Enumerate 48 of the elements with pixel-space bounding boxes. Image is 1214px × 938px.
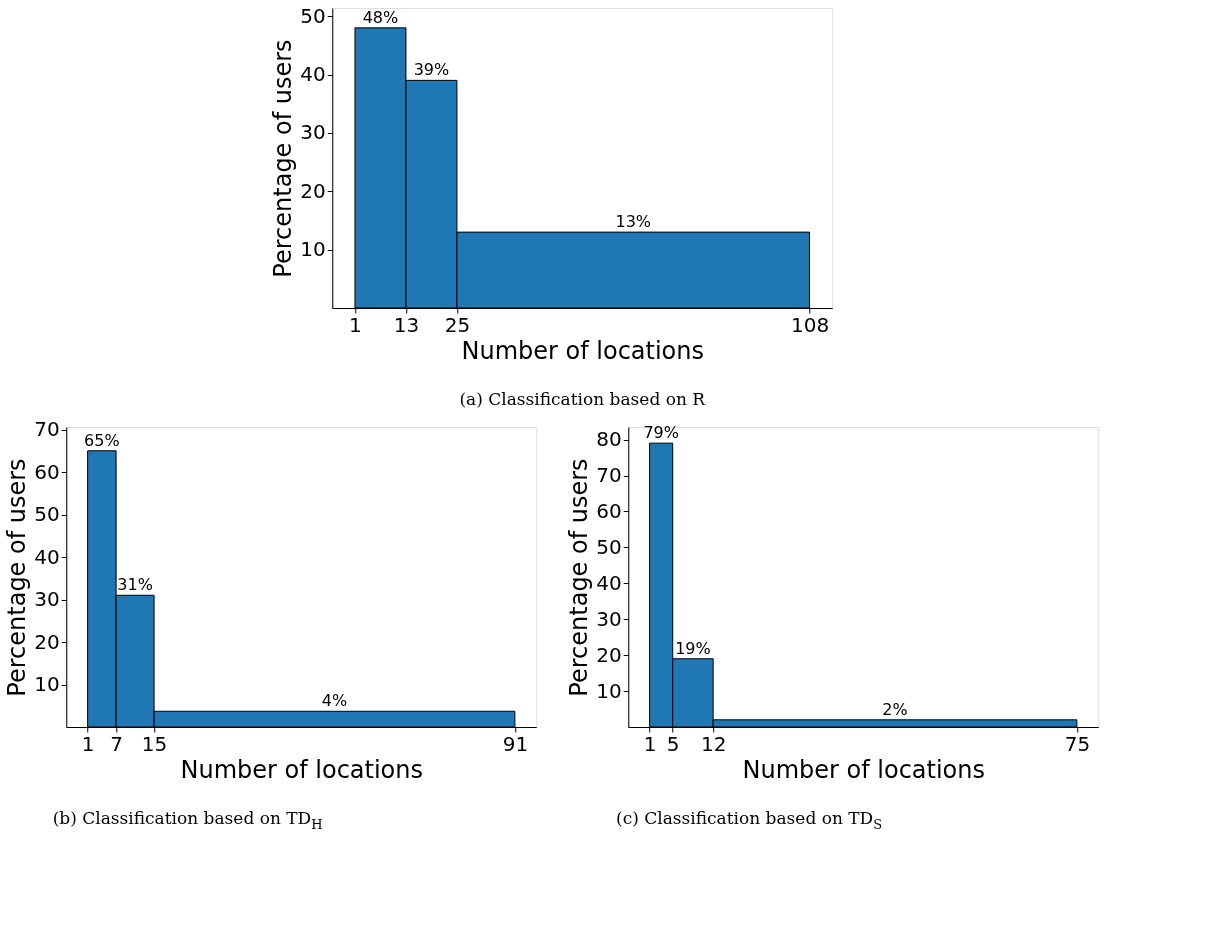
x-tick-label: 5 [666,731,680,756]
x-axis-title: Number of locations [180,755,424,784]
x-tick-label: 1 [643,731,657,756]
y-tick-label: 60 [34,459,60,484]
data-label: 31% [117,575,153,595]
data-label: 13% [615,212,652,232]
data-label: 2% [882,699,908,719]
y-tick-label: 10 [596,678,622,703]
y-tick-label: 10 [300,237,326,262]
y-tick-label: 20 [300,178,326,203]
y-tick-label: 70 [596,463,622,487]
y-tick-label: 30 [34,587,60,612]
y-axis-title: Percentage of users [269,39,298,278]
data-label: 19% [675,638,711,658]
y-tick-label: 20 [596,642,622,667]
data-label: 79% [643,423,679,443]
x-tick-label: 13 [393,312,420,337]
y-axis-title: Percentage of users [565,458,594,697]
x-tick-label: 15 [141,731,168,756]
y-tick-label: 30 [596,606,622,631]
x-tick-label: 75 [1064,731,1091,756]
x-tick-label: 12 [700,731,727,756]
data-label: 48% [362,7,399,27]
x-axis-title: Number of locations [461,336,705,365]
y-tick-label: 40 [596,570,622,595]
y-tick-label: 70 [34,417,60,442]
y-tick-label: 10 [34,672,60,697]
x-tick-label: 108 [790,312,830,337]
data-label: 65% [84,430,120,450]
y-tick-label: 40 [34,544,60,569]
y-tick-label: 60 [596,498,622,523]
data-label: 4% [321,691,348,711]
text: (a) Classification based on R [459,389,707,409]
y-tick-label: 50 [300,3,326,28]
x-tick-label: 25 [444,312,471,337]
x-tick-label: 1 [349,312,362,337]
y-tick-label: 20 [34,629,60,654]
x-tick-label: 1 [81,731,95,756]
x-tick-label: 7 [110,731,123,756]
y-axis-title: Percentage of users [3,458,32,697]
x-axis-title: Number of locations [742,755,986,784]
y-tick-label: 50 [34,502,60,527]
y-tick-label: 50 [596,534,622,559]
y-tick-label: 80 [596,427,622,452]
x-tick-label: 91 [502,731,529,756]
y-tick-label: 40 [300,62,326,87]
y-tick-label: 30 [300,120,326,145]
data-label: 39% [413,60,450,80]
